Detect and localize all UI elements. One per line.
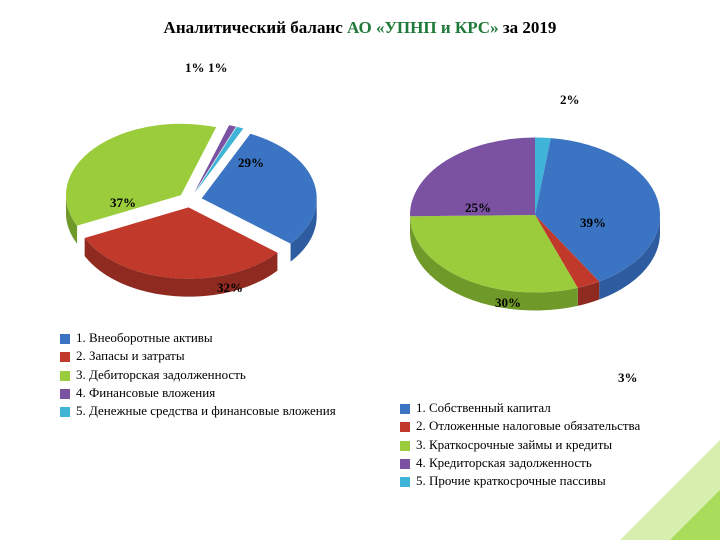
legend-item: 4. Кредиторская задолженность <box>400 455 710 471</box>
legend-swatch <box>400 422 410 432</box>
legend-item: 1. Собственный капитал <box>400 400 710 416</box>
legend-item: 5. Денежные средства и финансовые вложен… <box>60 403 360 419</box>
title-part-green: АО «УПНП и КРС» <box>347 18 499 37</box>
legend-swatch <box>400 404 410 414</box>
legend-swatch <box>60 352 70 362</box>
page-title: Аналитический баланс АО «УПНП и КРС» за … <box>0 18 720 38</box>
legend-item: 1. Внеоборотные активы <box>60 330 360 346</box>
legend-right: 1. Собственный капитал 2. Отложенные нало… <box>400 400 710 491</box>
slice-label: 2% <box>560 92 580 108</box>
slice-label: 37% <box>110 195 136 211</box>
legend-text: 1. Внеоборотные активы <box>76 330 213 346</box>
legend-item: 3. Краткосрочные займы и кредиты <box>400 437 710 453</box>
legend-swatch <box>60 389 70 399</box>
slice-label: 32% <box>217 280 243 296</box>
legend-text: 2. Отложенные налоговые обязательства <box>416 418 640 434</box>
slice-label: 1% <box>185 60 205 76</box>
legend-item: 2. Запасы и затраты <box>60 348 360 364</box>
legend-text: 5. Прочие краткосрочные пассивы <box>416 473 606 489</box>
slice-label: 25% <box>465 200 491 216</box>
legend-swatch <box>400 459 410 469</box>
legend-text: 3. Дебиторская задолженность <box>76 367 246 383</box>
legend-text: 4. Финансовые вложения <box>76 385 215 401</box>
title-part2: за 2019 <box>499 18 557 37</box>
legend-left: 1. Внеоборотные активы 2. Запасы и затрат… <box>60 330 360 421</box>
legend-item: 4. Финансовые вложения <box>60 385 360 401</box>
legend-swatch <box>60 371 70 381</box>
legend-swatch <box>60 407 70 417</box>
legend-text: 4. Кредиторская задолженность <box>416 455 592 471</box>
slice-label: 39% <box>580 215 606 231</box>
legend-swatch <box>400 477 410 487</box>
legend-text: 5. Денежные средства и финансовые вложен… <box>76 403 336 419</box>
legend-swatch <box>400 441 410 451</box>
legend-item: 3. Дебиторская задолженность <box>60 367 360 383</box>
slice-label: 3% <box>618 370 638 386</box>
legend-text: 1. Собственный капитал <box>416 400 551 416</box>
legend-text: 3. Краткосрочные займы и кредиты <box>416 437 612 453</box>
slice-label: 30% <box>495 295 521 311</box>
slice-label: 29% <box>238 155 264 171</box>
pie-chart-left <box>35 45 345 373</box>
title-part1: Аналитический баланс <box>164 18 348 37</box>
pie-chart-right <box>370 50 700 398</box>
legend-item: 2. Отложенные налоговые обязательства <box>400 418 710 434</box>
legend-text: 2. Запасы и затраты <box>76 348 185 364</box>
legend-swatch <box>60 334 70 344</box>
slice-label: 1% <box>208 60 228 76</box>
legend-item: 5. Прочие краткосрочные пассивы <box>400 473 710 489</box>
